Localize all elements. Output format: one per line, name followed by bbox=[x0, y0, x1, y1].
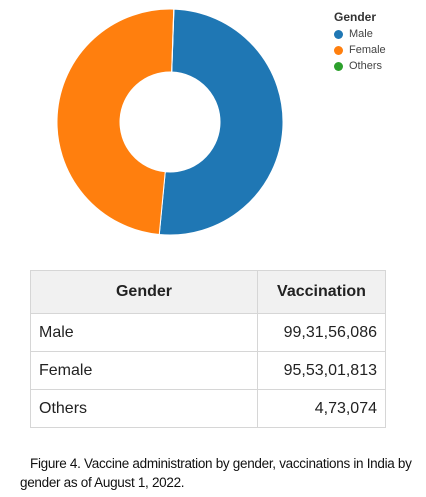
legend-label-female: Female bbox=[349, 44, 386, 56]
figure-caption-text: Vaccine administration by gender, vaccin… bbox=[20, 456, 412, 490]
table-row: Male 99,31,56,086 bbox=[30, 313, 386, 352]
table-row: Others 4,73,074 bbox=[30, 389, 386, 428]
donut-chart bbox=[56, 8, 284, 236]
table-header-row: Gender Vaccination bbox=[30, 270, 386, 314]
legend-item-female: Female bbox=[334, 42, 386, 58]
cell-gender: Male bbox=[30, 313, 258, 352]
legend-label-male: Male bbox=[349, 28, 373, 40]
vaccination-table: Gender Vaccination Male 99,31,56,086 Fem… bbox=[30, 270, 386, 428]
cell-vaccination: 4,73,074 bbox=[257, 389, 386, 428]
donut-slice-others bbox=[171, 8, 175, 73]
cell-gender: Others bbox=[30, 389, 258, 428]
header-gender: Gender bbox=[30, 270, 258, 314]
figure-caption: Figure 4. Vaccine administration by gend… bbox=[20, 454, 412, 492]
header-vaccination: Vaccination bbox=[257, 270, 386, 314]
legend-item-others: Others bbox=[334, 58, 386, 74]
legend-swatch-others bbox=[334, 61, 343, 71]
cell-vaccination: 99,31,56,086 bbox=[257, 313, 386, 352]
legend-swatch-male bbox=[334, 29, 343, 39]
donut-slice-female bbox=[56, 8, 175, 236]
table-row: Female 95,53,01,813 bbox=[30, 351, 386, 390]
legend-label-others: Others bbox=[349, 60, 383, 72]
legend-title: Gender bbox=[334, 10, 377, 24]
legend: Gender Male Female Others bbox=[334, 10, 386, 74]
cell-vaccination: 95,53,01,813 bbox=[257, 351, 386, 390]
cell-gender: Female bbox=[30, 351, 258, 390]
figure-label: Figure 4. bbox=[30, 456, 81, 471]
donut-slice-male bbox=[158, 8, 284, 236]
legend-item-male: Male bbox=[334, 26, 386, 42]
legend-swatch-female bbox=[334, 45, 343, 55]
